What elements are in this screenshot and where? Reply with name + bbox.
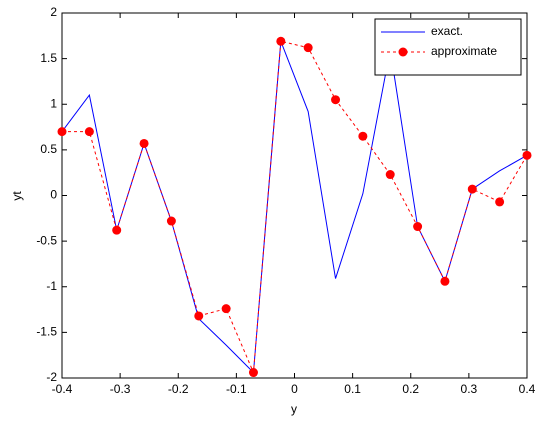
point [440,276,450,286]
legend-box [374,18,522,76]
point [522,150,532,160]
x-tick-label: 0.2 [402,382,419,396]
point [303,43,313,53]
x-tick-label: -0.2 [168,382,189,396]
point [221,304,231,314]
point [331,95,341,105]
x-tick-label: 0.4 [519,382,536,396]
legend-label: approximate [431,44,497,58]
x-tick-label: -0.1 [226,382,247,396]
y-tick-label: 2 [50,5,57,19]
x-tick-label: 0 [291,382,298,396]
y-axis-label: yt [10,191,24,201]
point [194,311,204,321]
legend-label: exact. [431,24,463,38]
x-tick-label: 0.3 [461,382,478,396]
x-tick-label: 0.1 [344,382,361,396]
x-axis-label: y [291,402,297,416]
y-tick-label: -0.5 [36,233,57,247]
y-tick-label: 0.5 [40,142,57,156]
y-tick-label: -1 [46,279,57,293]
y-tick-label: -2 [46,370,57,384]
point [248,368,258,378]
point [166,216,176,226]
point [276,36,286,46]
point [467,184,477,194]
y-tick-label: 0 [50,188,57,202]
point [385,170,395,180]
y-tick-label: -1.5 [36,325,57,339]
point [495,197,505,207]
legend-marker [398,47,408,57]
point [358,131,368,141]
x-tick-label: -0.4 [52,382,73,396]
y-tick-label: 1.5 [40,51,57,65]
point [413,222,423,232]
point [139,138,149,148]
y-tick-label: 1 [50,96,57,110]
x-tick-label: -0.3 [110,382,131,396]
point [84,127,94,137]
point [57,127,67,137]
series-line [62,40,528,373]
point [112,225,122,235]
